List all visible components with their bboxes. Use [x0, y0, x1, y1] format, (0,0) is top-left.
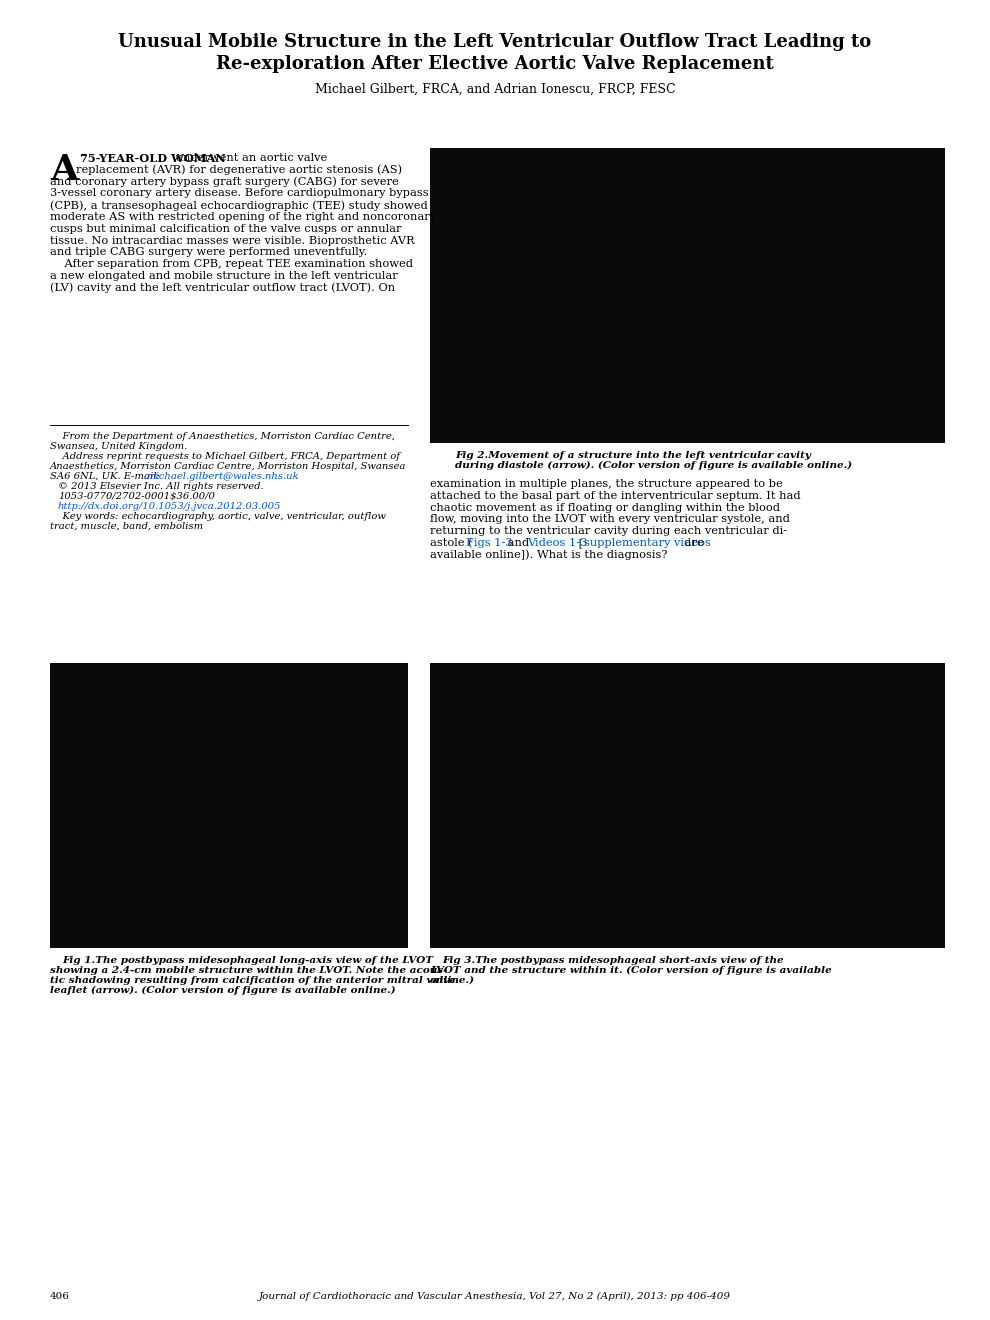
Text: A: A: [50, 153, 78, 187]
Text: Anaesthetics, Morriston Cardiac Centre, Morriston Hospital, Swansea: Anaesthetics, Morriston Cardiac Centre, …: [50, 462, 406, 471]
Text: underwent an aortic valve: underwent an aortic valve: [172, 153, 328, 162]
Text: tissue. No intracardiac masses were visible. Bioprosthetic AVR: tissue. No intracardiac masses were visi…: [50, 235, 415, 246]
Text: showing a 2.4-cm mobile structure within the LVOT. Note the acous-: showing a 2.4-cm mobile structure within…: [50, 966, 447, 975]
Text: chaotic movement as if floating or dangling within the blood: chaotic movement as if floating or dangl…: [430, 503, 780, 512]
Text: LVOT and the structure within it. (Color version of figure is available: LVOT and the structure within it. (Color…: [430, 966, 832, 975]
Text: and triple CABG surgery were performed uneventfully.: and triple CABG surgery were performed u…: [50, 247, 367, 257]
Bar: [50, 663, 408, 948]
Text: leaflet (arrow). (Color version of figure is available online.): leaflet (arrow). (Color version of figur…: [50, 986, 396, 995]
Text: (CPB), a transesophageal echocardiographic (TEE) study showed: (CPB), a transesophageal echocardiograph…: [50, 201, 428, 211]
Text: michael.gilbert@wales.nhs.uk: michael.gilbert@wales.nhs.uk: [146, 473, 299, 480]
Text: Michael Gilbert, FRCA, and Adrian Ionescu, FRCP, FESC: Michael Gilbert, FRCA, and Adrian Ionesc…: [315, 83, 675, 96]
Text: The postbypass midesophageal long-axis view of the LVOT: The postbypass midesophageal long-axis v…: [88, 956, 433, 965]
Text: After separation from CPB, repeat TEE examination showed: After separation from CPB, repeat TEE ex…: [50, 259, 413, 269]
Text: Fig 1.: Fig 1.: [62, 956, 95, 965]
Text: Re-exploration After Elective Aortic Valve Replacement: Re-exploration After Elective Aortic Val…: [216, 55, 774, 73]
Text: tract, muscle, band, embolism: tract, muscle, band, embolism: [50, 521, 203, 531]
Text: 3-vessel coronary artery disease. Before cardiopulmonary bypass: 3-vessel coronary artery disease. Before…: [50, 189, 429, 198]
Text: Address reprint requests to Michael Gilbert, FRCA, Department of: Address reprint requests to Michael Gilb…: [50, 451, 400, 461]
Text: returning to the ventricular cavity during each ventricular di-: returning to the ventricular cavity duri…: [430, 527, 787, 536]
Text: Fig 2.: Fig 2.: [455, 451, 488, 459]
Text: replacement (AVR) for degenerative aortic stenosis (AS): replacement (AVR) for degenerative aorti…: [76, 165, 402, 176]
Text: Unusual Mobile Structure in the Left Ventricular Outflow Tract Leading to: Unusual Mobile Structure in the Left Ven…: [119, 33, 871, 51]
Text: 75-YEAR-OLD WOMAN: 75-YEAR-OLD WOMAN: [76, 153, 226, 164]
Text: and coronary artery bypass graft surgery (CABG) for severe: and coronary artery bypass graft surgery…: [50, 177, 399, 187]
Text: Fig 3.: Fig 3.: [442, 956, 475, 965]
Text: 1053-0770/2702-0001$36.00/0: 1053-0770/2702-0001$36.00/0: [58, 492, 215, 502]
Text: © 2013 Elsevier Inc. All rights reserved.: © 2013 Elsevier Inc. All rights reserved…: [58, 482, 263, 491]
Text: Key words: echocardiography, aortic, valve, ventricular, outflow: Key words: echocardiography, aortic, val…: [50, 512, 386, 521]
Text: attached to the basal part of the interventricular septum. It had: attached to the basal part of the interv…: [430, 491, 801, 500]
Text: examination in multiple planes, the structure appeared to be: examination in multiple planes, the stru…: [430, 479, 783, 488]
Text: Movement of a structure into the left ventricular cavity: Movement of a structure into the left ve…: [481, 451, 811, 459]
Bar: [430, 148, 945, 444]
Text: Videos 1-3: Videos 1-3: [527, 539, 587, 548]
Text: online.): online.): [430, 975, 475, 985]
Text: available online]). What is the diagnosis?: available online]). What is the diagnosi…: [430, 550, 667, 561]
Text: Journal of Cardiothoracic and Vascular Anesthesia, Vol 27, No 2 (April), 2013: p: Journal of Cardiothoracic and Vascular A…: [259, 1292, 731, 1302]
Text: during diastole (arrow). (Color version of figure is available online.): during diastole (arrow). (Color version …: [455, 461, 852, 470]
Text: Figs 1-3: Figs 1-3: [466, 539, 513, 548]
Text: are: are: [681, 539, 704, 548]
Text: flow, moving into the LVOT with every ventricular systole, and: flow, moving into the LVOT with every ve…: [430, 515, 790, 524]
Text: astole (: astole (: [430, 539, 472, 548]
Text: supplementary videos: supplementary videos: [584, 539, 711, 548]
Text: (LV) cavity and the left ventricular outflow tract (LVOT). On: (LV) cavity and the left ventricular out…: [50, 282, 395, 293]
Text: Swansea, United Kingdom.: Swansea, United Kingdom.: [50, 442, 187, 451]
Text: cusps but minimal calcification of the valve cusps or annular: cusps but minimal calcification of the v…: [50, 224, 402, 234]
Text: [: [: [575, 539, 583, 548]
Text: http://dx.doi.org/10.1053/j.jvca.2012.03.005: http://dx.doi.org/10.1053/j.jvca.2012.03…: [58, 502, 281, 511]
Text: and: and: [504, 539, 533, 548]
Text: From the Department of Anaesthetics, Morriston Cardiac Centre,: From the Department of Anaesthetics, Mor…: [50, 432, 395, 441]
Text: a new elongated and mobile structure in the left ventricular: a new elongated and mobile structure in …: [50, 271, 398, 281]
Text: tic shadowing resulting from calcification of the anterior mitral valve: tic shadowing resulting from calcificati…: [50, 975, 455, 985]
Text: moderate AS with restricted opening of the right and noncoronary: moderate AS with restricted opening of t…: [50, 213, 437, 222]
Text: SA6 6NL, UK. E-mail:: SA6 6NL, UK. E-mail:: [50, 473, 163, 480]
Text: The postbypass midesophageal short-axis view of the: The postbypass midesophageal short-axis …: [468, 956, 784, 965]
Text: 406: 406: [50, 1292, 70, 1302]
Bar: [430, 663, 945, 948]
